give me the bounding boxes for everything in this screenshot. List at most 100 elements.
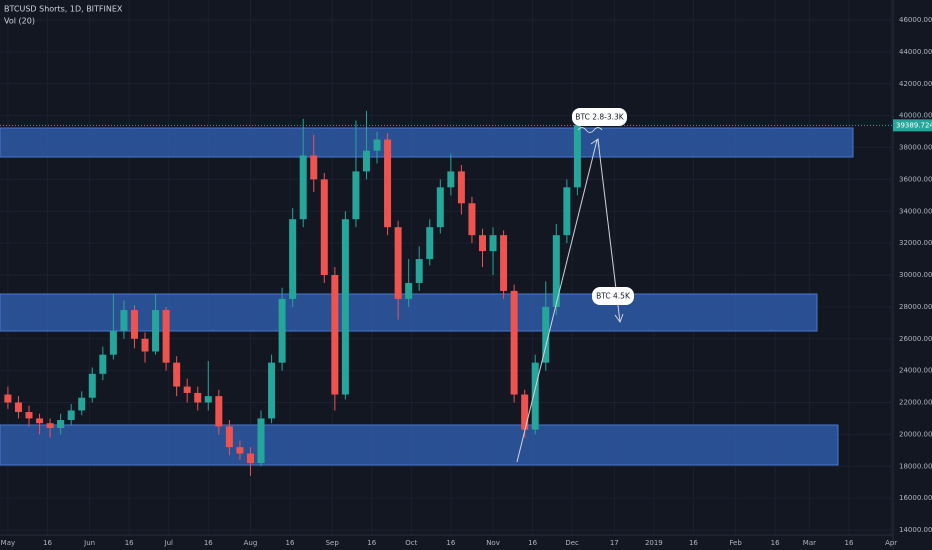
y-tick-label: 28000.0000 bbox=[899, 303, 932, 311]
y-tick-label: 36000.0000 bbox=[899, 175, 932, 183]
y-tick-label: 22000.0000 bbox=[899, 399, 932, 407]
candle-body bbox=[88, 373, 96, 398]
candle-body bbox=[521, 394, 529, 430]
chart-title: BTCUSD Shorts, 1D, BITFINEX bbox=[4, 5, 123, 14]
x-tick-label: 16 bbox=[367, 539, 376, 547]
y-tick-label: 24000.0000 bbox=[899, 367, 932, 375]
candle-body bbox=[152, 310, 160, 352]
x-tick-label: Sep bbox=[326, 539, 340, 547]
candle-body bbox=[405, 282, 413, 299]
candle-body bbox=[531, 362, 539, 430]
candle-body bbox=[173, 362, 181, 387]
candle-body bbox=[225, 426, 233, 448]
candle-body bbox=[563, 187, 571, 236]
zone bbox=[0, 424, 839, 466]
y-tick-label: 16000.0000 bbox=[899, 494, 932, 502]
candle-body bbox=[183, 386, 191, 393]
candle-body bbox=[331, 275, 339, 395]
x-tick-label: 16 bbox=[43, 539, 52, 547]
x-tick-label: 16 bbox=[845, 539, 854, 547]
annotation: BTC 2.8-3.3K bbox=[575, 113, 624, 122]
candle-body bbox=[510, 290, 518, 395]
y-tick-label: 32000.0000 bbox=[899, 239, 932, 247]
candle-body bbox=[204, 396, 212, 403]
last-price-box bbox=[893, 119, 932, 132]
axes: 14000.0000 16000.0000 18000.0000 20000.0000… bbox=[0, 16, 932, 547]
y-tick-label: 46000.0000 bbox=[899, 16, 932, 24]
x-tick-label: 16 bbox=[446, 539, 455, 547]
x-tick-label: 16 bbox=[286, 539, 295, 547]
candle-body bbox=[310, 155, 318, 180]
candle-body bbox=[215, 396, 223, 427]
x-tick-label: Nov bbox=[486, 539, 500, 547]
annotation-squiggle bbox=[577, 127, 603, 133]
candle-body bbox=[14, 402, 22, 413]
candle-body bbox=[352, 171, 360, 220]
candle-body bbox=[246, 453, 254, 464]
candle-body bbox=[162, 310, 170, 363]
candle-body bbox=[130, 310, 138, 339]
x-tick-label: Mar bbox=[803, 539, 816, 547]
candle-body bbox=[268, 362, 276, 419]
x-tick-label: 17 bbox=[610, 539, 619, 547]
candle-body bbox=[542, 306, 550, 363]
y-tick-label: 26000.0000 bbox=[899, 335, 932, 343]
y-tick-label: 38000.0000 bbox=[899, 144, 932, 152]
candle-body bbox=[552, 235, 560, 307]
x-tick-label: 16 bbox=[204, 539, 213, 547]
candle-body bbox=[67, 410, 75, 421]
y-tick-label: 30000.0000 bbox=[899, 271, 932, 279]
y-tick-label: 14000.0000 bbox=[899, 526, 932, 534]
candle-body bbox=[394, 227, 402, 299]
candle-body bbox=[573, 125, 581, 188]
x-tick-label: 16 bbox=[771, 539, 780, 547]
candle-body bbox=[141, 338, 149, 352]
x-tick-label: Aug bbox=[244, 539, 258, 547]
candle-body bbox=[500, 235, 508, 291]
x-tick-label: 16 bbox=[125, 539, 134, 547]
x-tick-label: 16 bbox=[528, 539, 537, 547]
candle-body bbox=[36, 418, 44, 424]
x-tick-label: Dec bbox=[565, 539, 579, 547]
y-tick-label: 34000.0000 bbox=[899, 207, 932, 215]
candle-body bbox=[362, 150, 370, 172]
x-tick-label: May bbox=[1, 539, 15, 547]
x-tick-label: Feb bbox=[729, 539, 742, 547]
candle-body bbox=[341, 219, 349, 395]
candle-body bbox=[46, 423, 54, 428]
candle-body bbox=[99, 354, 107, 374]
candle-body bbox=[57, 420, 65, 428]
candle-body bbox=[78, 397, 86, 411]
y-tick-label: 42000.0000 bbox=[899, 80, 932, 88]
candle-body bbox=[478, 235, 486, 252]
candle-body bbox=[120, 310, 128, 331]
indicator-label: Vol (20) bbox=[4, 17, 35, 26]
annotation-box bbox=[572, 108, 627, 126]
zone bbox=[0, 127, 854, 158]
candle-body bbox=[457, 171, 465, 204]
candle-body bbox=[236, 447, 244, 454]
annotation-box bbox=[592, 287, 634, 305]
candle-body bbox=[447, 171, 455, 188]
annotation: BTC 4.5K bbox=[596, 292, 631, 301]
candle-body bbox=[25, 412, 33, 419]
candle-body bbox=[257, 418, 265, 464]
y-tick-label: 44000.0000 bbox=[899, 48, 932, 56]
candle-body bbox=[4, 394, 12, 403]
candles bbox=[4, 110, 581, 476]
candle-body bbox=[468, 203, 476, 236]
candle-body bbox=[373, 139, 381, 151]
y-tick-label: 18000.0000 bbox=[899, 462, 932, 470]
trend-arrow bbox=[516, 139, 598, 463]
candle-body bbox=[489, 235, 497, 252]
arrow-head bbox=[614, 313, 624, 324]
last-price-label: 39389.7245 bbox=[896, 121, 932, 129]
candle-body bbox=[278, 298, 286, 363]
candle-body bbox=[289, 219, 297, 299]
x-tick-label: Jul bbox=[164, 539, 174, 547]
x-tick-label: Apr bbox=[885, 539, 897, 547]
candle-body bbox=[415, 259, 423, 283]
x-tick-label: Jun bbox=[83, 539, 95, 547]
candle-body bbox=[109, 330, 117, 355]
y-tick-label: 40000.0000 bbox=[899, 112, 932, 120]
